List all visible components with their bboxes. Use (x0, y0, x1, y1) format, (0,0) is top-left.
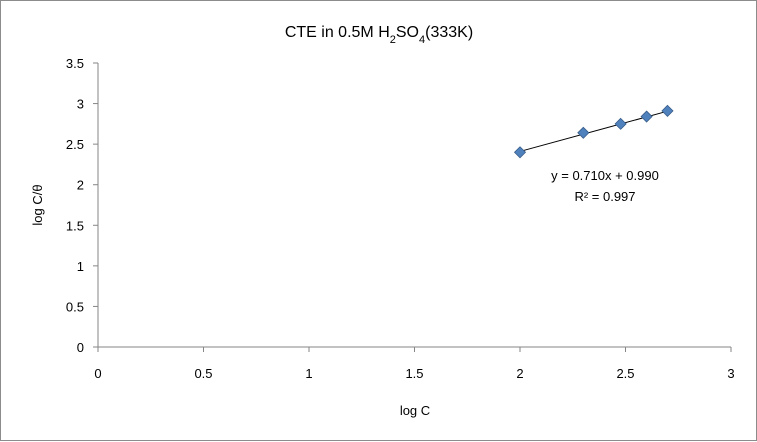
y-tick-label: 0.5 (66, 299, 84, 314)
y-tick-label: 2 (77, 178, 84, 193)
x-tick-label: 0.5 (194, 366, 212, 381)
y-tick-label: 2.5 (66, 137, 84, 152)
y-tick-label: 1.5 (66, 218, 84, 233)
x-axis-ticks: 0 0.5 1 1.5 2 2.5 3 (94, 347, 735, 381)
y-axis-ticks: 0 0.5 1 1.5 2 2.5 3 3.5 (66, 56, 98, 355)
x-tick-label: 1.5 (405, 366, 423, 381)
x-tick-label: 3 (727, 366, 734, 381)
data-point (577, 126, 590, 139)
data-points (513, 104, 674, 159)
chart-title: CTE in 0.5M H2SO4(333K) (285, 24, 473, 46)
y-tick-label: 3.5 (66, 56, 84, 71)
x-tick-label: 2 (516, 366, 523, 381)
x-tick-label: 2.5 (616, 366, 634, 381)
trendline-equation: y = 0.710x + 0.990 (551, 168, 659, 183)
data-point (661, 104, 674, 117)
axes (97, 63, 731, 348)
y-tick-label: 3 (77, 97, 84, 112)
y-axis-title: log C/θ (30, 184, 45, 225)
data-point (513, 146, 527, 159)
y-tick-label: 0 (77, 340, 84, 355)
x-tick-label: 0 (94, 366, 101, 381)
data-point (640, 110, 653, 123)
x-tick-label: 1 (305, 366, 312, 381)
x-axis-title: log C (400, 403, 430, 418)
data-point (614, 117, 627, 130)
y-tick-label: 1 (77, 259, 84, 274)
trendline-r-squared: R² = 0.997 (574, 189, 635, 204)
